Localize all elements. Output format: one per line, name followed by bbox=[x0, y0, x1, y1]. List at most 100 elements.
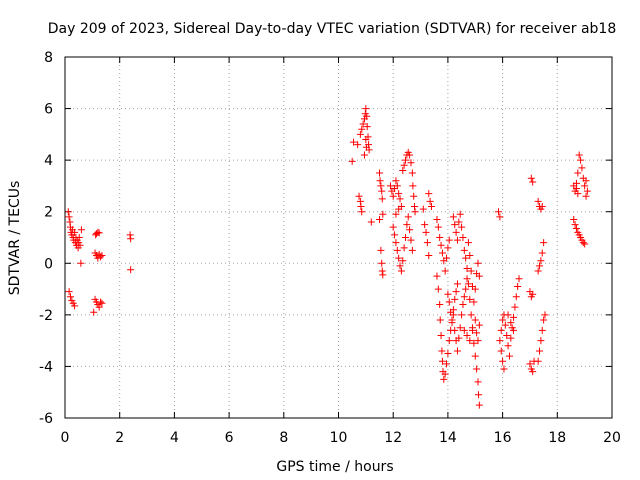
data-point bbox=[376, 177, 384, 185]
data-point bbox=[460, 293, 468, 301]
data-point bbox=[475, 391, 483, 399]
data-point bbox=[399, 166, 407, 174]
data-point bbox=[463, 331, 471, 339]
data-point bbox=[459, 234, 467, 241]
data-point bbox=[363, 123, 371, 131]
data-point bbox=[402, 234, 410, 241]
data-point bbox=[127, 235, 135, 243]
data-point bbox=[536, 262, 544, 270]
data-point bbox=[421, 221, 429, 229]
data-point bbox=[376, 169, 384, 177]
x-tick-label: 4 bbox=[170, 430, 179, 446]
data-point bbox=[507, 334, 515, 342]
data-point bbox=[378, 187, 386, 195]
y-tick-label: -6 bbox=[39, 411, 53, 427]
data-point bbox=[473, 329, 481, 337]
data-point bbox=[410, 192, 418, 200]
data-point bbox=[362, 143, 370, 151]
data-point bbox=[458, 311, 466, 319]
data-point bbox=[444, 244, 452, 252]
data-point bbox=[356, 130, 364, 138]
x-tick-label: 12 bbox=[384, 430, 402, 446]
data-point bbox=[473, 365, 481, 373]
data-point bbox=[419, 205, 427, 213]
data-point bbox=[395, 205, 403, 213]
y-tick-label: -4 bbox=[39, 359, 53, 375]
data-point bbox=[497, 326, 505, 334]
data-point bbox=[444, 290, 452, 298]
data-point bbox=[404, 213, 412, 221]
data-point bbox=[441, 267, 449, 275]
data-point bbox=[77, 259, 85, 267]
data-point bbox=[466, 295, 474, 303]
data-point bbox=[474, 378, 482, 386]
data-point bbox=[65, 288, 73, 296]
data-point bbox=[463, 275, 471, 283]
data-point bbox=[98, 252, 106, 260]
data-point bbox=[65, 213, 73, 221]
data-point bbox=[540, 239, 548, 247]
data-point bbox=[579, 239, 587, 247]
data-point bbox=[471, 316, 479, 324]
data-point bbox=[358, 208, 366, 216]
data-point bbox=[466, 252, 474, 260]
data-point bbox=[470, 339, 478, 347]
data-point bbox=[389, 192, 397, 200]
data-point bbox=[462, 254, 470, 262]
data-point bbox=[434, 223, 442, 231]
data-point bbox=[469, 324, 477, 332]
data-point bbox=[354, 141, 362, 149]
data-point bbox=[445, 298, 453, 306]
data-point bbox=[437, 241, 445, 249]
y-axis-label: SDTVAR / TECUs bbox=[7, 181, 23, 296]
data-point bbox=[377, 182, 385, 190]
data-point bbox=[359, 120, 367, 128]
data-point bbox=[504, 342, 512, 350]
x-tick-label: 18 bbox=[548, 430, 566, 446]
data-point bbox=[474, 337, 482, 345]
data-point bbox=[464, 239, 472, 247]
data-point bbox=[389, 223, 397, 231]
data-point bbox=[396, 262, 404, 270]
data-point bbox=[529, 290, 537, 298]
data-point bbox=[511, 303, 519, 311]
data-point bbox=[471, 352, 479, 360]
data-point bbox=[391, 231, 399, 239]
data-point bbox=[392, 177, 400, 185]
data-point bbox=[402, 156, 410, 164]
data-point bbox=[438, 249, 446, 257]
data-point bbox=[537, 337, 545, 345]
x-tick-label: 14 bbox=[439, 430, 457, 446]
data-point bbox=[494, 208, 502, 216]
data-point bbox=[433, 215, 441, 223]
data-point bbox=[538, 249, 546, 257]
data-point bbox=[456, 210, 464, 218]
x-tick-labels: 0 2 4 6 8 10 12 14 16 18 20 bbox=[61, 430, 621, 446]
data-point bbox=[578, 164, 586, 172]
data-point bbox=[538, 203, 546, 211]
data-point bbox=[434, 285, 442, 293]
data-point bbox=[400, 161, 408, 169]
data-point bbox=[443, 360, 451, 368]
data-point bbox=[362, 136, 370, 144]
data-point bbox=[348, 157, 356, 165]
data-point bbox=[534, 197, 542, 205]
data-point bbox=[98, 299, 106, 307]
data-point bbox=[409, 182, 417, 190]
data-point bbox=[453, 236, 461, 244]
data-point bbox=[451, 295, 459, 303]
data-point bbox=[397, 267, 405, 275]
data-point bbox=[71, 228, 79, 236]
data-point bbox=[510, 326, 518, 334]
data-point bbox=[407, 236, 415, 244]
y-tick-labels: -6 -4 -2 0 2 4 6 8 bbox=[39, 50, 53, 427]
data-point bbox=[460, 326, 468, 334]
plot-frame bbox=[64, 56, 613, 419]
data-point bbox=[456, 324, 464, 332]
data-point bbox=[358, 125, 366, 133]
y-tick-label: 2 bbox=[44, 205, 53, 221]
x-tick-label: 2 bbox=[115, 430, 124, 446]
data-point bbox=[411, 208, 419, 216]
data-point bbox=[452, 288, 460, 296]
data-point bbox=[357, 203, 365, 211]
